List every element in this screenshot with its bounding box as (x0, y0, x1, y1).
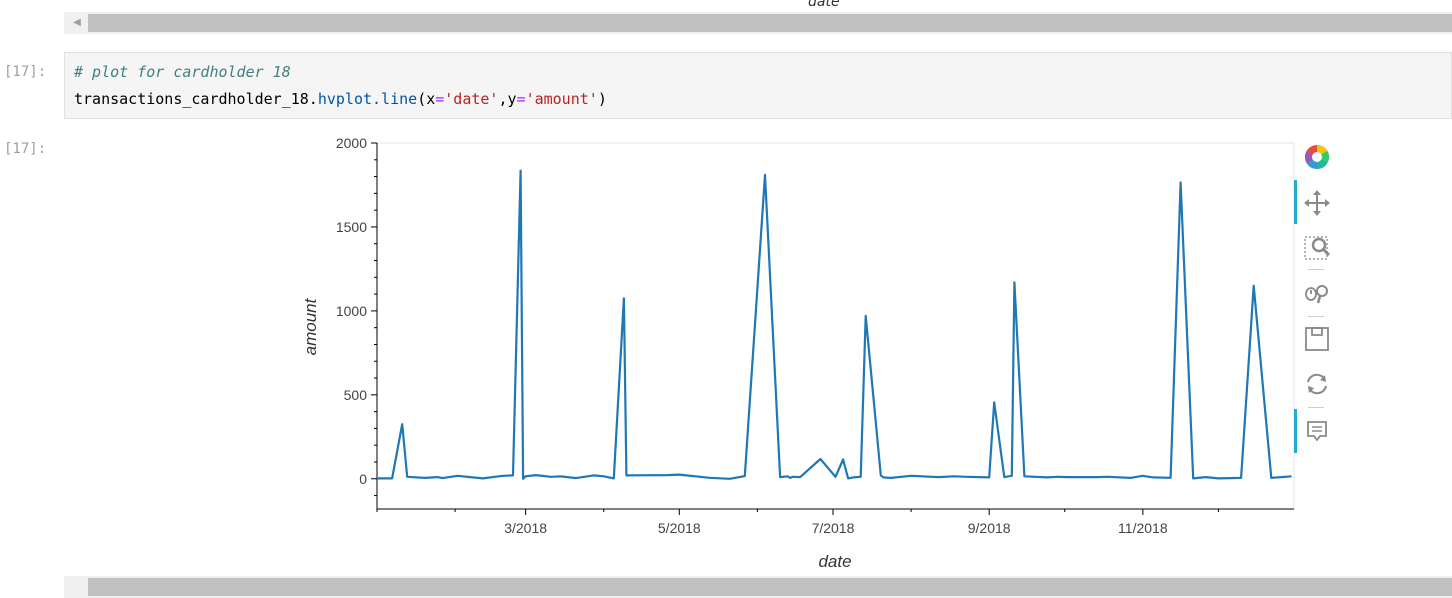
code-line-comment: # plot for cardholder 18 (74, 63, 291, 81)
y-tick-label: 1000 (336, 303, 367, 319)
pan-icon[interactable] (1302, 188, 1332, 218)
code-comment: # plot for cardholder 18 (74, 63, 291, 81)
code-object: transactions_cardholder_18. (74, 90, 318, 108)
code-line-call: transactions_cardholder_18.hvplot.line(x… (74, 90, 607, 108)
code-string-amount: 'amount' (525, 90, 598, 108)
line-chart[interactable]: 0 500 1000 1500 2000 3/2018 5/2018 7/2018 9/201… (0, 0, 1452, 584)
scroll-left-arrow-icon[interactable]: ◀ (73, 17, 81, 28)
pan-active-indicator (1294, 180, 1297, 224)
code-open-paren: (x (417, 90, 436, 108)
y-tick-label: 1500 (336, 219, 367, 235)
cell-input-prompt: [17]: (4, 64, 47, 80)
y-tick-label: 2000 (336, 135, 367, 151)
scrollbar-thumb[interactable] (88, 578, 1452, 596)
amount-series-line (377, 169, 1292, 480)
y-tick-label: 500 (344, 387, 368, 403)
cell-output-prompt: [17]: (4, 141, 47, 157)
x-tick-label: 5/2018 (658, 520, 701, 536)
wheel-zoom-icon[interactable] (1302, 278, 1332, 308)
output-horizontal-scrollbar[interactable]: ◀ (64, 12, 1452, 34)
code-equals: = (516, 90, 526, 108)
save-icon[interactable] (1302, 324, 1332, 354)
box-zoom-icon[interactable] (1302, 233, 1332, 263)
output-horizontal-scrollbar-bottom[interactable] (64, 576, 1452, 598)
code-close-paren: ) (597, 90, 607, 108)
bokeh-logo-icon[interactable] (1302, 142, 1332, 172)
code-function: hvplot.line (317, 90, 418, 108)
y-axis-label: amount (301, 297, 320, 355)
code-comma: ,y (498, 90, 517, 108)
code-string-date: 'date' (444, 90, 499, 108)
code-cell-editor[interactable]: # plot for cardholder 18 transactions_ca… (64, 52, 1452, 119)
bokeh-toolbar (1294, 140, 1340, 460)
x-tick-label: 9/2018 (968, 520, 1011, 536)
x-tick-label: 11/2018 (1118, 520, 1168, 536)
scrollbar-thumb[interactable] (88, 14, 1452, 32)
toolbar-divider (1308, 269, 1324, 270)
code-equals: = (435, 90, 445, 108)
toolbar-divider (1308, 407, 1324, 408)
hover-icon[interactable] (1302, 416, 1332, 446)
x-axis-label: date (818, 552, 851, 571)
x-tick-label: 3/2018 (504, 520, 547, 536)
hover-active-indicator (1294, 409, 1297, 453)
reset-icon[interactable] (1302, 369, 1332, 399)
previous-plot-x-axis-label: date (808, 0, 840, 10)
toolbar-divider (1308, 316, 1324, 317)
y-tick-label: 0 (359, 471, 367, 487)
x-tick-label: 7/2018 (812, 520, 855, 536)
